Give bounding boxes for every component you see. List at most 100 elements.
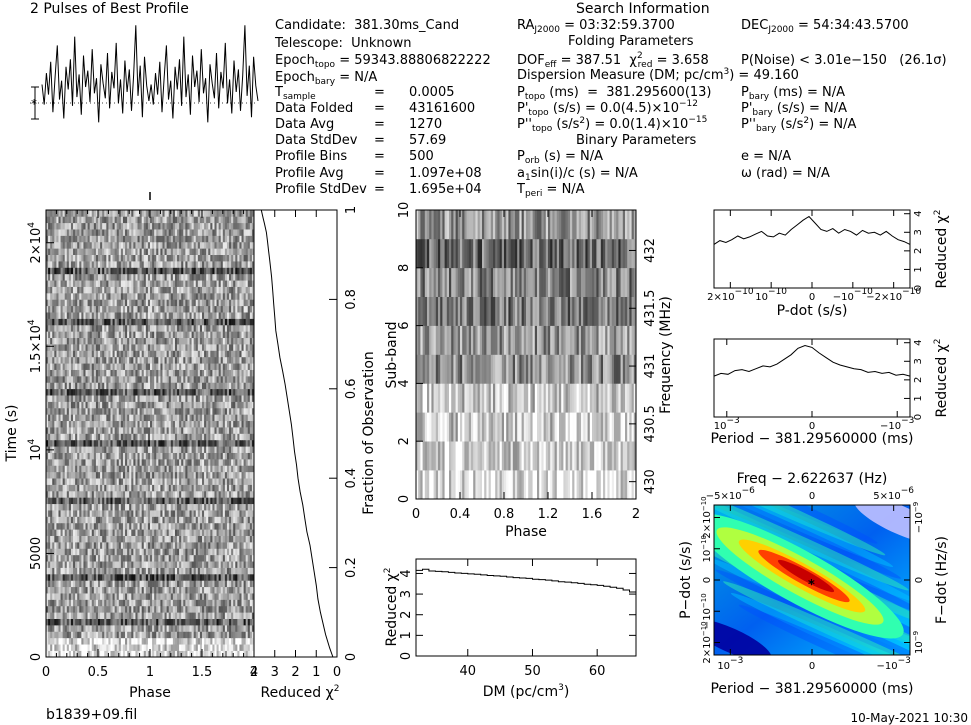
heatmap-cell	[93, 478, 97, 485]
heatmap-cell	[81, 625, 84, 632]
heatmap-cell	[114, 554, 118, 562]
heatmap-cell	[174, 356, 178, 364]
heatmap-cell	[152, 465, 155, 473]
heatmap-cell	[125, 427, 128, 434]
heatmap-cell	[170, 478, 174, 485]
heatmap-cell	[122, 407, 126, 415]
heatmap-cell	[208, 478, 211, 485]
heatmap-cell	[73, 548, 76, 556]
heatmap-cell	[93, 625, 97, 632]
heatmap-cell	[114, 490, 118, 498]
heatmap-cell	[91, 548, 95, 556]
heatmap-cell	[168, 503, 172, 511]
heatmap-cell	[54, 452, 57, 460]
heatmap-cell	[73, 529, 76, 536]
heatmap-cell	[79, 459, 82, 466]
heatmap-cell	[141, 548, 145, 556]
heatmap-cell	[152, 625, 155, 632]
heatmap-cell	[108, 388, 111, 396]
heatmap-cell	[245, 465, 249, 473]
heatmap-cell	[187, 593, 190, 600]
heatmap-cell	[75, 650, 78, 658]
heatmap-cell	[218, 407, 222, 415]
heatmap-cell	[206, 363, 209, 370]
heatmap-cell	[231, 561, 234, 568]
heatmap-cell	[48, 542, 51, 549]
heatmap-cell	[56, 497, 59, 505]
heatmap-cell	[158, 644, 161, 651]
heatmap-cell	[102, 612, 105, 619]
heatmap-cell	[158, 567, 161, 575]
heatmap-cell	[164, 542, 167, 549]
heatmap-cell	[214, 567, 217, 575]
heatmap-cell	[243, 573, 246, 581]
heatmap-cell	[193, 529, 197, 536]
heatmap-cell	[120, 452, 124, 460]
heatmap-cell	[172, 593, 176, 600]
heatmap-cell	[202, 490, 205, 498]
heatmap-cell	[241, 548, 244, 556]
heatmap-cell	[226, 561, 230, 568]
heatmap-cell	[183, 446, 186, 453]
heatmap-cell	[231, 650, 234, 658]
heatmap-cell	[64, 465, 68, 473]
heatmap-cell	[231, 625, 234, 632]
heatmap-cell	[185, 542, 188, 549]
telescope-value: Unknown	[351, 36, 411, 51]
heatmap-cell	[104, 625, 107, 632]
heatmap-cell	[60, 484, 63, 492]
heatmap-cell	[189, 529, 192, 536]
heatmap-cell	[62, 599, 66, 607]
heatmap-cell	[208, 433, 211, 441]
heatmap-cell	[210, 612, 213, 619]
heatmap-cell	[66, 503, 70, 511]
heatmap-cell	[235, 529, 238, 536]
heatmap-cell	[249, 586, 253, 594]
heatmap-cell	[226, 599, 230, 607]
heatmap-cell	[154, 548, 157, 556]
heatmap-cell	[95, 433, 99, 441]
heatmap-cell	[60, 503, 63, 511]
heatmap-cell	[172, 580, 176, 588]
heatmap-cell	[147, 637, 151, 645]
heatmap-cell	[208, 618, 211, 626]
heatmap-cell	[64, 395, 68, 402]
heatmap-cell	[120, 516, 124, 524]
heatmap-cell	[145, 516, 149, 524]
heatmap-cell	[162, 446, 165, 453]
heatmap-cell	[247, 542, 251, 549]
heatmap-cell	[229, 644, 232, 651]
heatmap-cell	[106, 356, 109, 364]
heatmap-cell	[60, 388, 63, 396]
heatmap-cell	[206, 401, 209, 409]
heatmap-cell	[247, 535, 251, 543]
heatmap-cell	[116, 554, 120, 562]
heatmap-cell	[226, 433, 230, 441]
heatmap-cell	[239, 459, 242, 466]
heatmap-cell	[102, 490, 105, 498]
heatmap-cell	[46, 427, 49, 434]
heatmap-cell	[181, 395, 184, 402]
heatmap-cell	[154, 554, 157, 562]
heatmap-cell	[122, 573, 126, 581]
heatmap-cell	[158, 490, 161, 498]
heatmap-cell	[100, 605, 103, 613]
heatmap-cell	[141, 446, 145, 453]
heatmap-cell	[231, 376, 234, 383]
heatmap-cell	[106, 350, 109, 358]
heatmap-cell	[247, 516, 251, 524]
heatmap-cell	[108, 650, 111, 658]
heatmap-cell	[112, 471, 115, 479]
heatmap-cell	[110, 554, 113, 562]
heatmap-cell	[150, 395, 153, 402]
heatmap-cell	[237, 376, 240, 383]
heatmap-cell	[114, 382, 118, 390]
heatmap-cell	[231, 369, 234, 377]
heatmap-cell	[179, 388, 182, 396]
heatmap-cell	[206, 465, 209, 473]
heatmap-cell	[204, 503, 207, 511]
heatmap-cell	[204, 580, 207, 588]
heatmap-cell	[98, 401, 101, 409]
heatmap-cell	[95, 561, 99, 568]
heatmap-cell	[112, 478, 115, 485]
